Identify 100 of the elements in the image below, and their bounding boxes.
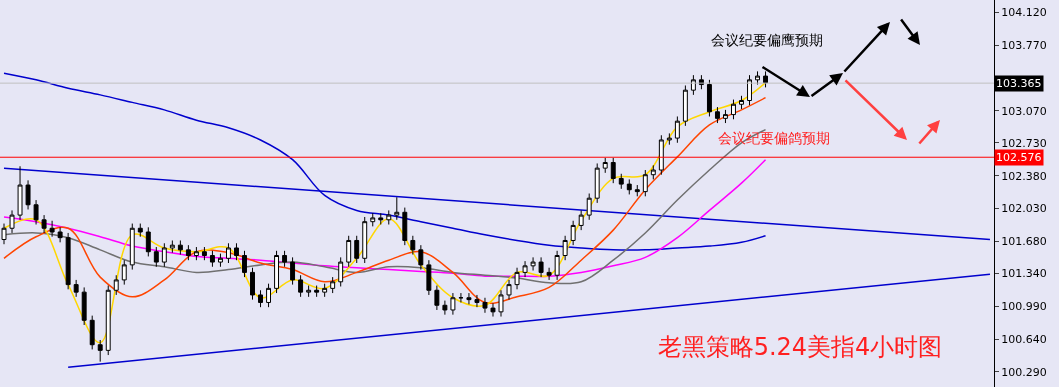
- candlestick: [258, 289, 263, 308]
- candlestick: [161, 242, 167, 268]
- candlestick: [33, 199, 39, 225]
- candlestick: [731, 99, 736, 120]
- candlestick: [121, 259, 127, 286]
- y-tick-label: 101.340: [1001, 267, 1047, 281]
- candlestick: [217, 253, 223, 268]
- candlestick: [570, 220, 576, 246]
- candlestick: [306, 285, 312, 298]
- candlestick: [322, 283, 328, 298]
- candlestick: [578, 209, 584, 231]
- candlestick: [554, 250, 560, 281]
- candlestick: [242, 250, 247, 278]
- candlestick: [723, 109, 728, 124]
- candlestick: [370, 212, 376, 227]
- candlestick: [17, 165, 23, 221]
- candlestick: [434, 285, 440, 311]
- candlestick: [41, 214, 47, 234]
- candlestick: [674, 115, 680, 144]
- candlestick: [169, 239, 175, 254]
- y-tick-label: 100.640: [1001, 332, 1047, 346]
- candlestick: [739, 95, 744, 110]
- y-tick-label: 101.680: [1001, 235, 1047, 249]
- candlestick: [442, 300, 448, 316]
- candlestick: [714, 106, 720, 124]
- candlestick: [650, 164, 656, 180]
- candlestick: [402, 207, 408, 246]
- candlestick: [378, 212, 384, 225]
- y-tick-label: 100.990: [1001, 300, 1047, 314]
- candlestick: [747, 74, 752, 106]
- ref-line-label: 102.576: [996, 151, 1042, 164]
- candlestick: [57, 226, 63, 243]
- candlestick: [426, 259, 432, 296]
- candlestick: [153, 246, 159, 268]
- y-tick-label: 104.120: [1001, 6, 1047, 20]
- candlestick: [266, 283, 271, 308]
- text: 老黑策略5.24美指4小时图: [657, 333, 943, 362]
- candlestick: [105, 285, 111, 356]
- candlestick: [386, 209, 392, 225]
- candlestick: [418, 244, 424, 271]
- candlestick: [346, 235, 352, 268]
- candlestick: [25, 179, 31, 210]
- candlestick: [562, 235, 568, 261]
- candlestick: [658, 134, 664, 176]
- candlestick: [602, 157, 608, 174]
- candlestick: [209, 250, 215, 268]
- candlestick: [290, 256, 296, 286]
- candlestick: [145, 226, 151, 257]
- candlestick: [282, 250, 288, 268]
- candlestick: [65, 232, 71, 290]
- candlestick: [522, 260, 528, 278]
- y-tick-label: 102.380: [1001, 169, 1047, 183]
- candlestick: [666, 132, 672, 146]
- candlestick: [586, 193, 592, 221]
- candlestick: [530, 256, 536, 272]
- candlestick: [682, 84, 688, 127]
- candlestick: [298, 274, 304, 298]
- line-series: [3, 158, 767, 278]
- candlestick: [546, 267, 552, 281]
- candlestick: [97, 339, 103, 363]
- candlestick: [73, 279, 79, 298]
- y-tick-label: 102.730: [1001, 136, 1047, 150]
- candlestick: [634, 184, 640, 197]
- candlestick: [234, 242, 239, 261]
- candlestick: [610, 157, 616, 184]
- candlestick: [250, 267, 255, 301]
- candlestick: [755, 70, 760, 86]
- candlestick: [450, 292, 456, 316]
- candlestick: [193, 246, 199, 261]
- candlestick: [81, 286, 87, 326]
- candlestick: [394, 196, 400, 221]
- candlestick: [89, 315, 95, 350]
- candlestick: [594, 162, 600, 204]
- candlestick: [274, 250, 280, 294]
- candlestick: [642, 169, 648, 197]
- y-tick-label: 103.070: [1001, 104, 1047, 118]
- candlestick: [498, 289, 504, 318]
- candlestick: [201, 246, 207, 261]
- candlestick: [1, 223, 7, 245]
- candlestick: [226, 242, 231, 264]
- candlestick: [137, 223, 143, 238]
- candlestick: [338, 256, 344, 287]
- candlestick: [482, 297, 488, 314]
- candlestick: [466, 292, 472, 305]
- candlestick: [49, 220, 55, 238]
- candlestick: [506, 279, 512, 301]
- candlestick: [514, 267, 520, 290]
- y-tick-label: 102.030: [1001, 202, 1047, 216]
- y-tick-label: 103.770: [1001, 38, 1047, 52]
- candlestick: [474, 294, 480, 308]
- candlestick: [177, 239, 183, 256]
- candlestick: [626, 178, 632, 195]
- candlestick: [129, 223, 135, 271]
- annotation: 会议纪要偏鹰预期: [711, 32, 823, 48]
- candlestick: [538, 256, 544, 278]
- candlestick: [185, 244, 191, 261]
- candlestick: [618, 173, 624, 190]
- ref-line-label: 103.365: [996, 77, 1042, 90]
- candlestick: [410, 235, 416, 256]
- candlestick: [314, 285, 320, 298]
